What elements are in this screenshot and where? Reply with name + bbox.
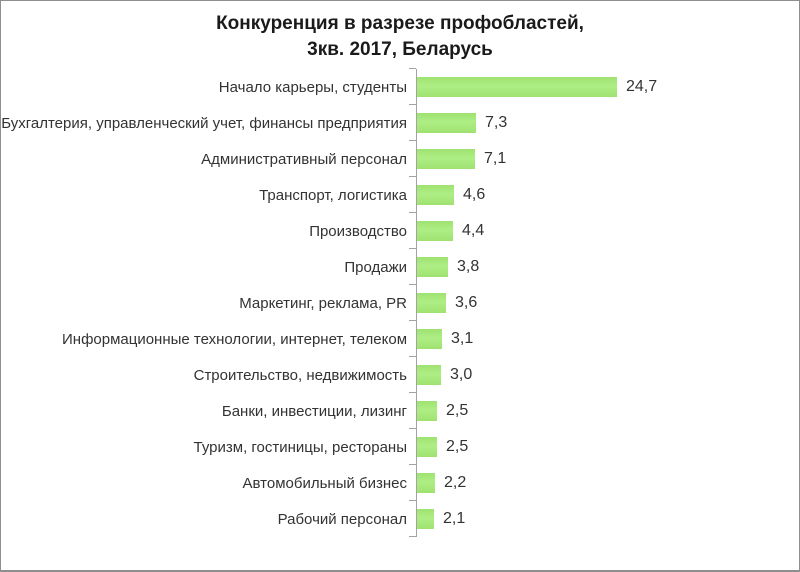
category-label: Административный персонал [201, 150, 407, 168]
value-label: 4,4 [462, 222, 485, 239]
bar [417, 509, 434, 529]
chart-row: Маркетинг, реклама, PR 3,6 [1, 284, 799, 321]
chart-row: Транспорт, логистика 4,6 [1, 176, 799, 213]
category-label: Туризм, гостиницы, рестораны [193, 438, 407, 456]
bar-track: 3,1 [409, 320, 799, 357]
bar [417, 221, 453, 241]
bar-track: 4,4 [409, 212, 799, 249]
chart-row: Продажи 3,8 [1, 248, 799, 285]
value-label: 7,3 [485, 114, 508, 131]
category-label: Маркетинг, реклама, PR [239, 294, 407, 312]
value-label: 2,1 [443, 510, 466, 527]
chart-row: Строительство, недвижимость 3,0 [1, 356, 799, 393]
bar [417, 401, 437, 421]
category-label: Информационные технологии, интернет, тел… [62, 330, 407, 348]
bar-track: 2,5 [409, 428, 799, 465]
bar-track: 7,3 [409, 104, 799, 141]
value-label: 3,8 [457, 258, 480, 275]
chart-title-line-1: Конкуренция в разрезе профобластей, [216, 13, 584, 34]
bar-track: 3,0 [409, 356, 799, 393]
bar [417, 365, 441, 385]
chart-title: Конкуренция в разрезе профобластей, 3кв.… [1, 1, 799, 63]
category-label: Бухгалтерия, управленческий учет, финанс… [1, 114, 407, 132]
category-label: Продажи [344, 258, 407, 276]
value-label: 2,2 [444, 474, 467, 491]
chart-row: Туризм, гостиницы, рестораны 2,5 [1, 428, 799, 465]
value-label: 24,7 [626, 78, 658, 95]
bar-track: 3,8 [409, 248, 799, 285]
bar-track: 7,1 [409, 140, 799, 177]
bar-chart-plot: Начало карьеры, студенты 24,7 Бухгалтерия,… [1, 68, 799, 537]
category-label: Начало карьеры, студенты [218, 78, 407, 96]
chart-row: Начало карьеры, студенты 24,7 [1, 68, 799, 105]
chart-row: Информационные технологии, интернет, тел… [1, 320, 799, 357]
value-label: 2,5 [446, 402, 469, 419]
chart-row: Производство 4,4 [1, 212, 799, 249]
chart-title-line-2: 3кв. 2017, Беларусь [307, 39, 493, 60]
category-label: Строительство, недвижимость [193, 366, 407, 384]
bar-track: 24,7 [409, 68, 799, 105]
chart-row: Автомобильный бизнес 2,2 [1, 464, 799, 501]
value-label: 7,1 [484, 150, 507, 167]
bar-track: 2,1 [409, 500, 799, 537]
bar-track: 3,6 [409, 284, 799, 321]
bar [417, 437, 437, 457]
value-label: 3,1 [451, 330, 474, 347]
value-label: 4,6 [463, 186, 486, 203]
value-label: 3,6 [455, 294, 478, 311]
value-label: 2,5 [446, 438, 469, 455]
chart-row: Рабочий персонал 2,1 [1, 500, 799, 537]
bar [417, 185, 454, 205]
category-label: Автомобильный бизнес [242, 474, 407, 492]
category-label: Рабочий персонал [277, 510, 407, 528]
category-label: Банки, инвестиции, лизинг [221, 402, 407, 420]
category-label: Транспорт, логистика [259, 186, 407, 204]
category-label: Производство [309, 222, 407, 240]
bar [417, 149, 475, 169]
bar-track: 4,6 [409, 176, 799, 213]
bar [417, 473, 435, 493]
bar [417, 329, 442, 349]
chart-row: Административный персонал 7,1 [1, 140, 799, 177]
chart-row: Банки, инвестиции, лизинг 2,5 [1, 392, 799, 429]
bar-track: 2,2 [409, 464, 799, 501]
bar-track: 2,5 [409, 392, 799, 429]
bar [417, 293, 446, 313]
bar [417, 77, 617, 97]
value-label: 3,0 [450, 366, 473, 383]
bar [417, 113, 476, 133]
chart-row: Бухгалтерия, управленческий учет, финанс… [1, 104, 799, 141]
bar [417, 257, 448, 277]
